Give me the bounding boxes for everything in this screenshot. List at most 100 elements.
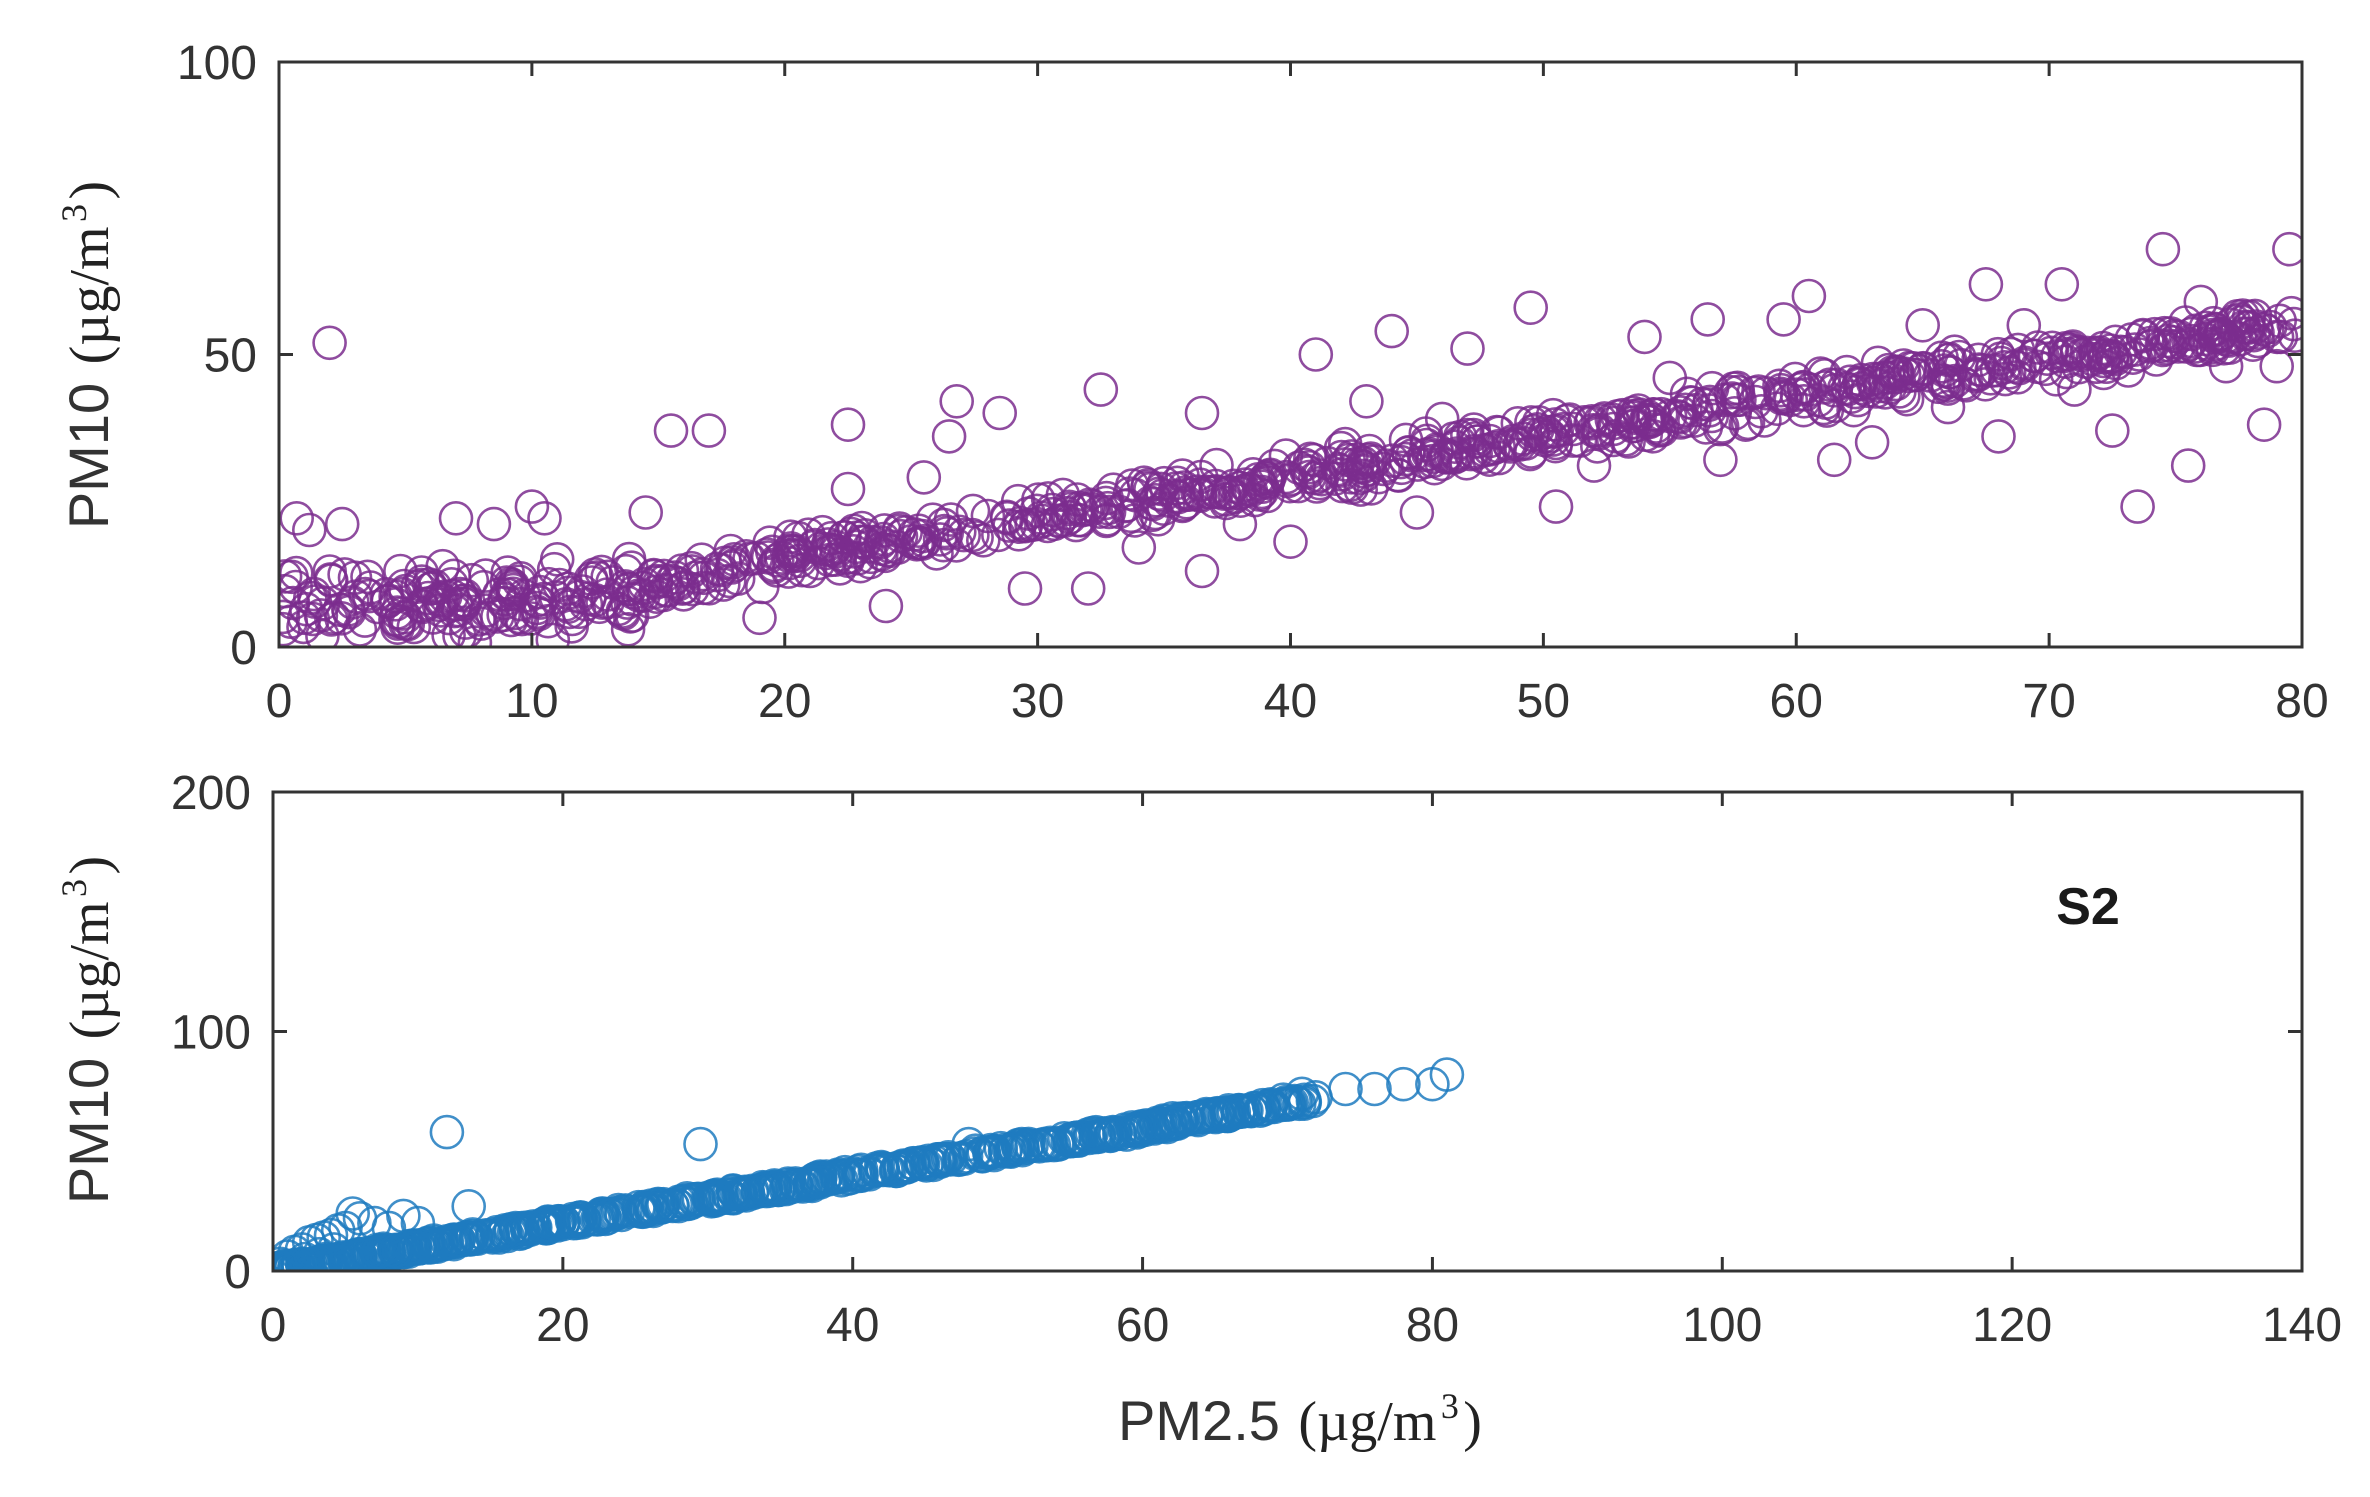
- data-point: [752, 525, 788, 561]
- data-point: [1991, 355, 2027, 390]
- data-point: [2216, 303, 2252, 339]
- top-data-points: [279, 231, 2302, 647]
- data-point: [852, 544, 888, 580]
- data-point: [1728, 407, 1763, 443]
- data-point: [327, 557, 362, 592]
- data-point: [279, 559, 309, 595]
- data-point: [400, 1205, 436, 1241]
- data-point: [946, 517, 982, 553]
- data-point: [1030, 481, 1066, 516]
- bottom-tick-marks: [271, 790, 2304, 1273]
- bottom-x-label-text: PM2.5: [1118, 1389, 1280, 1452]
- data-point: [1030, 1127, 1065, 1163]
- data-point: [939, 528, 974, 563]
- top-y-label-unit-sup: 3: [54, 204, 94, 222]
- data-point: [378, 1233, 414, 1269]
- data-point: [476, 506, 512, 542]
- data-point: [1481, 428, 1516, 464]
- data-point: [859, 1151, 894, 1186]
- data-point: [2097, 341, 2133, 377]
- top-scatter-panel: 0 10 20 30 40 50 60 70 80 0 50 100 PM10 (µg/m 3 ): [54, 37, 2329, 728]
- data-point: [503, 560, 539, 596]
- data-point: [1905, 307, 1940, 343]
- y-tick-label: 50: [204, 330, 257, 383]
- data-point: [1074, 1115, 1109, 1151]
- data-point: [2231, 310, 2266, 346]
- x-tick-label: 60: [1770, 675, 1823, 728]
- data-point: [1070, 571, 1106, 606]
- x-tick-label: 10: [505, 675, 558, 728]
- data-point: [335, 1196, 371, 1231]
- data-point: [803, 531, 839, 566]
- data-point: [2044, 266, 2080, 302]
- data-point: [2038, 361, 2074, 397]
- data-point: [552, 594, 588, 630]
- data-point: [610, 611, 646, 647]
- data-point: [699, 551, 735, 587]
- data-point: [489, 565, 524, 600]
- data-point: [1424, 401, 1460, 437]
- data-point: [1514, 434, 1549, 469]
- data-point: [1189, 1096, 1224, 1132]
- x-tick-label: 140: [2262, 1299, 2342, 1352]
- data-point: [487, 1213, 523, 1248]
- data-point: [2115, 340, 2151, 376]
- bottom-x-axis-label: PM2.5 (µg/m 3 ): [1118, 1386, 1482, 1453]
- data-point: [1748, 375, 1784, 411]
- data-point: [1145, 478, 1180, 513]
- data-point: [1222, 506, 1258, 542]
- data-point: [1786, 383, 1822, 419]
- data-point: [965, 522, 1001, 558]
- data-point: [812, 542, 847, 578]
- data-point: [1121, 530, 1157, 565]
- data-point: [279, 611, 301, 647]
- data-point: [2057, 372, 2092, 407]
- data-point: [624, 1192, 660, 1228]
- data-point: [2006, 307, 2042, 343]
- bottom-x-label-unit-sup: 3: [1441, 1386, 1459, 1426]
- top-y-label-text: PM10: [57, 383, 120, 529]
- data-point: [1118, 1112, 1154, 1147]
- data-point: [2272, 231, 2302, 267]
- data-point: [2178, 313, 2214, 349]
- data-point: [628, 495, 664, 530]
- data-point: [863, 531, 899, 567]
- data-point: [792, 553, 828, 589]
- data-point: [506, 578, 542, 614]
- data-point: [1576, 448, 1612, 483]
- top-y-axis-label: PM10 (µg/m 3 ): [54, 181, 121, 529]
- data-point: [1513, 290, 1548, 326]
- data-point: [463, 606, 499, 641]
- data-point: [559, 1205, 595, 1241]
- data-point: [1717, 395, 1752, 431]
- data-point: [1867, 360, 1902, 395]
- data-point: [2149, 331, 2184, 366]
- y-tick-label: 0: [230, 622, 257, 675]
- data-point: [646, 1186, 681, 1222]
- data-point: [1981, 419, 2016, 454]
- data-point: [1094, 1116, 1129, 1151]
- data-point: [674, 571, 710, 607]
- data-point: [1346, 458, 1382, 494]
- x-tick-label: 40: [1264, 675, 1317, 728]
- top-tick-marks: [277, 60, 2304, 649]
- data-point: [1539, 413, 1574, 449]
- data-point: [342, 1239, 378, 1271]
- data-point: [504, 1210, 540, 1246]
- data-point: [670, 1186, 706, 1222]
- data-point: [1001, 509, 1037, 545]
- data-point: [2153, 328, 2188, 364]
- data-point: [380, 606, 416, 641]
- data-point: [2145, 231, 2181, 267]
- data-point: [1556, 411, 1591, 447]
- data-point: [1166, 487, 1201, 522]
- data-point: [1668, 392, 1703, 428]
- data-point: [982, 395, 1018, 431]
- data-point: [291, 512, 327, 548]
- data-point: [2047, 338, 2083, 374]
- data-point: [1980, 336, 2016, 372]
- data-point: [279, 500, 315, 536]
- data-point: [992, 508, 1027, 543]
- data-point: [931, 419, 967, 454]
